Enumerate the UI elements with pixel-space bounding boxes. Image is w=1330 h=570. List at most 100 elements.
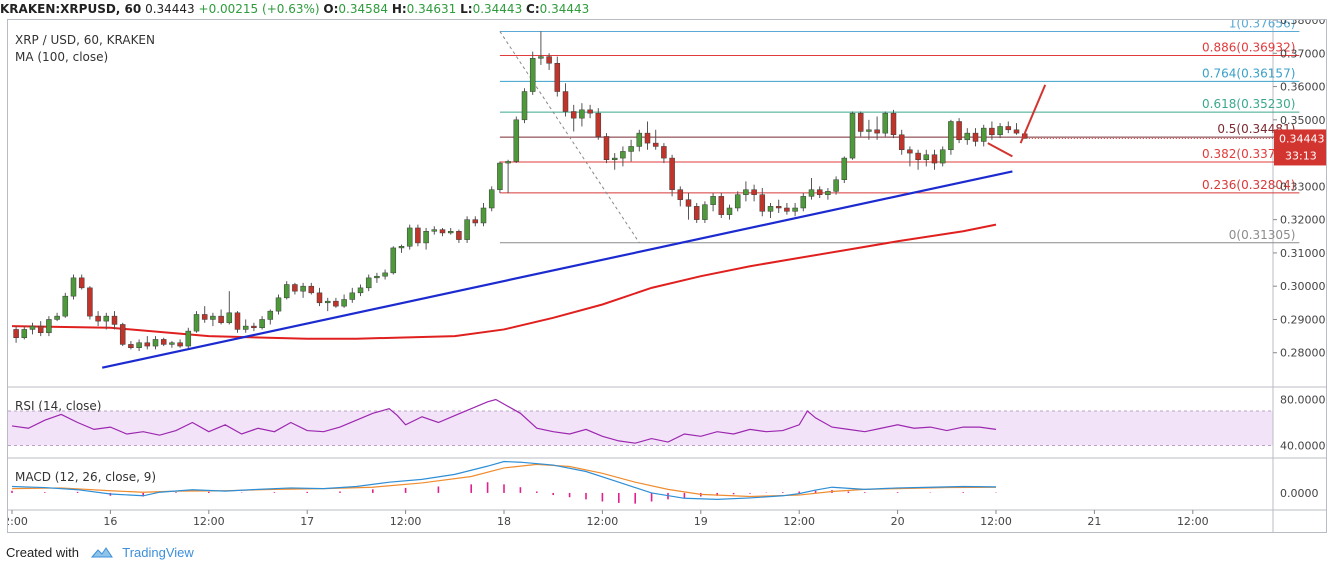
symbol-label: KRAKEN:XRPUSD, 60 <box>0 2 142 16</box>
candle-body <box>259 319 265 329</box>
candle-body <box>972 132 979 142</box>
candle-body <box>759 194 766 212</box>
candle-body <box>529 58 536 92</box>
footer: Created with TradingView <box>6 542 194 564</box>
candle-body <box>562 91 569 112</box>
tradingview-link[interactable]: TradingView <box>122 545 194 560</box>
time-axis-label: 12:00 <box>8 515 28 528</box>
candle-body <box>866 129 872 132</box>
rsi-axis-label: 80.0000 <box>1280 394 1326 407</box>
candle-body <box>218 315 224 324</box>
candle-body <box>54 315 60 320</box>
candle-body <box>964 132 971 141</box>
candle-body <box>775 206 782 209</box>
candle-body <box>324 300 331 304</box>
time-axis-label: 12:00 <box>783 515 815 528</box>
candle-body <box>595 112 602 137</box>
candle-body <box>29 325 36 330</box>
candle-body <box>308 285 315 294</box>
rsi-line <box>11 398 997 444</box>
candle-body <box>751 189 757 195</box>
forecast-arrow[interactable] <box>987 142 1013 158</box>
last-price-tag <box>1274 129 1326 166</box>
time-axis-label: 12:00 <box>587 515 619 528</box>
candle-body <box>210 315 216 320</box>
candle-body <box>398 246 405 249</box>
chart-canvas[interactable]: 1(0.37656)0.886(0.36932)0.764(0.36157)0.… <box>8 20 1326 532</box>
open-value: 0.34584 <box>338 2 388 16</box>
candle-body <box>333 300 339 307</box>
time-axis-label: 12:00 <box>1177 515 1209 528</box>
candle-body <box>128 344 134 348</box>
candles-layer <box>13 31 1028 352</box>
candle-body <box>193 314 200 332</box>
candle-body <box>898 134 905 151</box>
candle-body <box>456 231 462 240</box>
countdown-label: 33:13 <box>1285 149 1317 162</box>
trendline-layer[interactable] <box>101 84 1047 369</box>
candle-body <box>915 152 921 160</box>
candle-body <box>464 219 470 240</box>
candle-body <box>13 329 19 339</box>
candle-body <box>513 119 520 162</box>
rsi-band <box>8 411 1273 446</box>
candle-body <box>734 194 741 209</box>
price-axis-label: 0.30000 <box>1280 280 1326 293</box>
price-axis-label: 0.38000 <box>1280 20 1326 27</box>
candle-body <box>251 325 257 329</box>
candle-body <box>169 342 175 345</box>
forecast-arrow[interactable] <box>1019 84 1047 144</box>
candle-body <box>1005 126 1012 131</box>
price-axis-label: 0.29000 <box>1280 313 1326 326</box>
candle-body <box>652 142 659 147</box>
ma100-line <box>11 223 997 340</box>
time-axis-label: 18 <box>497 515 511 528</box>
candle-body <box>480 207 487 224</box>
tradingview-logo-icon <box>90 547 113 558</box>
candle-body <box>661 146 667 159</box>
time-axis-label: 12:00 <box>390 515 422 528</box>
candle-body <box>816 189 823 195</box>
candle-body <box>718 196 725 215</box>
candle-body <box>160 339 167 345</box>
price-axis-label: 0.33000 <box>1280 180 1326 193</box>
pair-legend: XRP / USD, 60, KRAKEN <box>15 33 155 47</box>
candle-body <box>710 196 716 205</box>
candle-body <box>349 292 356 300</box>
fib-trend-line[interactable] <box>499 31 640 244</box>
candle-body <box>275 297 282 312</box>
candle-body <box>62 295 69 317</box>
candle-body <box>636 132 643 147</box>
fibonacci-retracement[interactable]: 1(0.37656) 0.886(0.36932) 0.764(0.36157) 0.… <box>499 20 1300 244</box>
candle-body <box>603 136 610 160</box>
macd-line <box>11 460 997 500</box>
fib-level-label: 0.618(0.35230) <box>1202 97 1295 111</box>
candle-body <box>792 207 798 212</box>
candle-body <box>570 111 577 119</box>
fib-level-label: 0.236(0.32804) <box>1202 178 1295 192</box>
candle-body <box>767 206 774 212</box>
candle-body <box>628 146 634 152</box>
candle-body <box>234 312 241 330</box>
price-axis-label: 0.35000 <box>1280 114 1326 127</box>
chart-area[interactable]: 1(0.37656) 0.886(0.36932) 0.764(0.36157) 0.… <box>7 19 1327 533</box>
candle-body <box>185 330 192 347</box>
candle-body <box>37 325 44 334</box>
candle-body <box>382 272 388 277</box>
time-axis-label: 12:00 <box>193 515 225 528</box>
candle-body <box>849 112 856 159</box>
candle-body <box>136 342 142 348</box>
candle-body <box>226 312 233 324</box>
candle-body <box>693 206 700 220</box>
fib-level-label: 0.382(0.33731) <box>1202 147 1295 161</box>
support-trendline[interactable] <box>101 170 1013 369</box>
fib-level-label: 0.886(0.36932) <box>1202 41 1295 55</box>
time-axis-label: 16 <box>103 515 117 528</box>
candle-body <box>611 157 618 160</box>
candle-body <box>857 112 864 132</box>
ma-legend: MA (100, close) <box>15 50 108 64</box>
candle-body <box>833 179 839 192</box>
candle-body <box>931 154 938 164</box>
candle-body <box>956 121 962 141</box>
last-price-label: 0.34443 <box>1279 132 1325 145</box>
